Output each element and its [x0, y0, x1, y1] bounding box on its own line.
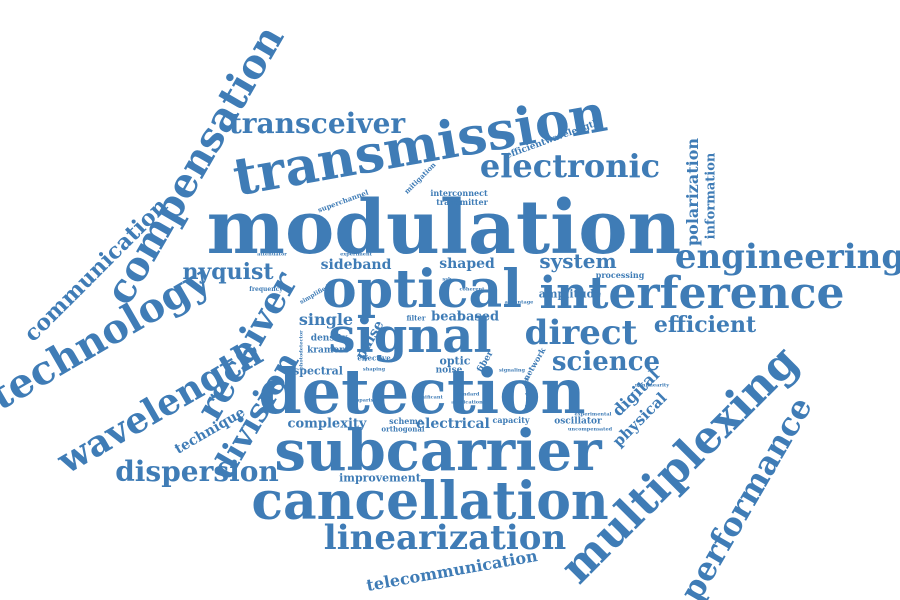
word-effective: effective	[357, 353, 391, 363]
word-detection: detection	[258, 355, 586, 428]
word-shaped: shaped	[439, 256, 495, 272]
word-science: science	[551, 347, 661, 377]
word-optical: optical	[322, 259, 522, 320]
word-oscillator: oscillator	[554, 416, 602, 427]
word-nonlinearity: nonlinearity	[634, 382, 670, 389]
word-application: application	[451, 399, 483, 406]
word-standard: standard	[454, 391, 480, 398]
word-distortion: distortion	[378, 384, 385, 412]
word-efficient: efficient	[653, 312, 757, 338]
word-noise: noise	[435, 365, 463, 376]
word-photodetector: photodetector	[298, 330, 305, 370]
word-transmitter: transmitter	[436, 197, 488, 207]
word-orthogonal: orthogonal	[381, 424, 425, 434]
word-nyquist: nyquist	[182, 259, 274, 285]
word-ssb: ssb	[442, 276, 452, 283]
word-based: based	[456, 309, 500, 325]
word-polarization: polarization	[683, 137, 702, 247]
word-signaling: signaling	[498, 367, 526, 374]
word-experiment: experiment	[340, 251, 372, 258]
word-significant: significant	[413, 394, 443, 401]
word-frequency: frequency	[249, 286, 283, 293]
word-attenuator: attenuator	[257, 251, 287, 258]
word-modulation: modulation	[206, 185, 682, 271]
word-uncompensated: uncompensated	[567, 426, 613, 433]
word-density: density	[310, 333, 348, 344]
word-comparison: comparison	[347, 397, 381, 404]
word-shaping: shaping	[362, 366, 386, 373]
word-electronic: electronic	[479, 147, 661, 185]
word-complexity: complexity	[287, 416, 367, 432]
word-beat: beat	[431, 309, 463, 325]
word-interconnect: interconnect	[430, 188, 488, 198]
word-amplitude: amplitude	[538, 287, 602, 301]
word-system: system	[539, 249, 617, 273]
word-advantage: advantage	[504, 299, 534, 306]
word-optic: optic	[439, 354, 471, 368]
word-signal: signal	[328, 308, 492, 364]
word-scheme: scheme	[389, 416, 423, 426]
word-spectral: spectral	[293, 364, 343, 378]
word-linearization: linearization	[323, 518, 567, 558]
word-sideband: sideband	[320, 257, 392, 273]
word-dispersion: dispersion	[115, 455, 279, 488]
word-information: information	[703, 152, 719, 240]
word-coherent: coherent	[459, 286, 485, 293]
word-filter: filter	[406, 313, 426, 323]
word-single: single	[298, 310, 354, 329]
word-direct: direct	[524, 313, 638, 353]
word-cancellation: cancellation	[251, 471, 609, 532]
word-engineering: engineering	[674, 237, 900, 277]
word-subcarrier: subcarrier	[274, 418, 602, 484]
word-kramers: kramers	[307, 345, 349, 356]
word-processing: processing	[595, 270, 645, 280]
word-capacity: capacity	[492, 415, 530, 425]
word-transceiver: transceiver	[228, 107, 406, 140]
word-bandwidth: bandwidth	[524, 377, 531, 407]
word-interference: interference	[539, 268, 845, 319]
word-improvement: improvement	[339, 471, 421, 485]
word-experimental: experimental	[574, 411, 612, 418]
word-electrical: electrical	[416, 416, 490, 432]
